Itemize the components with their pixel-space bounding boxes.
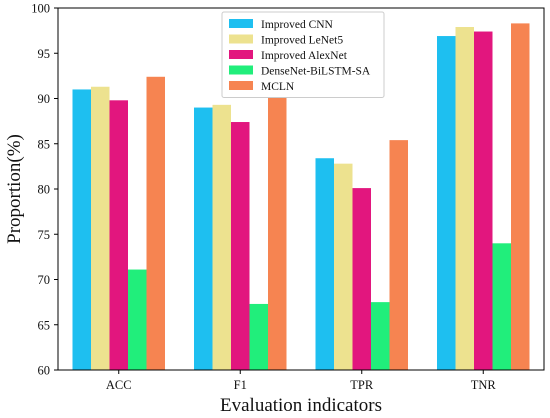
y-tick-label: 65 [38, 318, 51, 332]
y-tick-label: 80 [38, 183, 51, 197]
legend-swatch-4 [229, 65, 253, 75]
bar-f1-series-4 [249, 303, 268, 370]
bar-f1-series-1 [194, 107, 213, 371]
x-tick-label-f1: F1 [234, 378, 247, 392]
y-tick-label: 90 [38, 92, 51, 106]
x-tick-label-acc: ACC [106, 378, 132, 392]
x-axis-label: Evaluation indicators [220, 395, 382, 416]
bar-acc-series-5 [146, 76, 165, 370]
bar-f1-series-2 [212, 104, 231, 370]
bar-acc-series-4 [128, 269, 147, 370]
legend-label-1: Improved CNN [261, 19, 334, 31]
legend-swatch-1 [229, 19, 253, 28]
bar-acc-series-1 [72, 89, 91, 370]
y-tick-label: 95 [38, 47, 51, 61]
x-axis: ACC F1 TPR TNR [106, 370, 497, 392]
y-tick-label: 100 [31, 2, 50, 16]
bar-tnr-series-2 [455, 27, 474, 370]
legend-label-2: Improved LeNet5 [261, 35, 343, 47]
bar-f1-series-5 [268, 88, 287, 371]
legend-swatch-5 [229, 81, 253, 90]
y-tick-label: 60 [38, 364, 51, 378]
bar-tnr-series-1 [437, 36, 456, 371]
x-tick-label-tpr: TPR [350, 378, 374, 392]
legend-box [221, 11, 385, 98]
y-tick-label: 85 [38, 137, 51, 151]
legend: Improved CNN Improved LeNet5 Improved Alex… [221, 11, 385, 98]
bar-tpr-series-1 [315, 158, 334, 370]
y-axis: 60 65 70 75 80 85 90 95 100 [31, 2, 58, 378]
bar-tpr-series-4 [371, 302, 390, 371]
bar-acc-series-3 [109, 100, 128, 370]
bar-tpr-series-2 [334, 163, 353, 370]
bar-acc-series-2 [91, 86, 110, 371]
legend-label-5: MCLN [261, 81, 295, 93]
bar-tpr-series-5 [389, 140, 408, 370]
y-tick-label: 75 [38, 228, 51, 242]
bars-group [72, 23, 530, 371]
bar-f1-series-3 [231, 122, 250, 370]
x-tick-label-tnr: TNR [471, 378, 497, 392]
legend-swatch-2 [229, 34, 253, 44]
bar-tpr-series-3 [352, 188, 371, 370]
legend-label-3: Improved AlexNet [261, 50, 348, 62]
y-axis-label: Proportion(%) [4, 134, 25, 244]
bar-tnr-series-4 [492, 243, 511, 370]
legend-swatch-3 [229, 50, 253, 59]
bar-tnr-series-5 [511, 23, 530, 370]
legend-label-4: DenseNet-BiLSTM-SA [261, 66, 371, 78]
bar-tnr-series-3 [474, 31, 493, 371]
y-tick-label: 70 [38, 273, 51, 287]
